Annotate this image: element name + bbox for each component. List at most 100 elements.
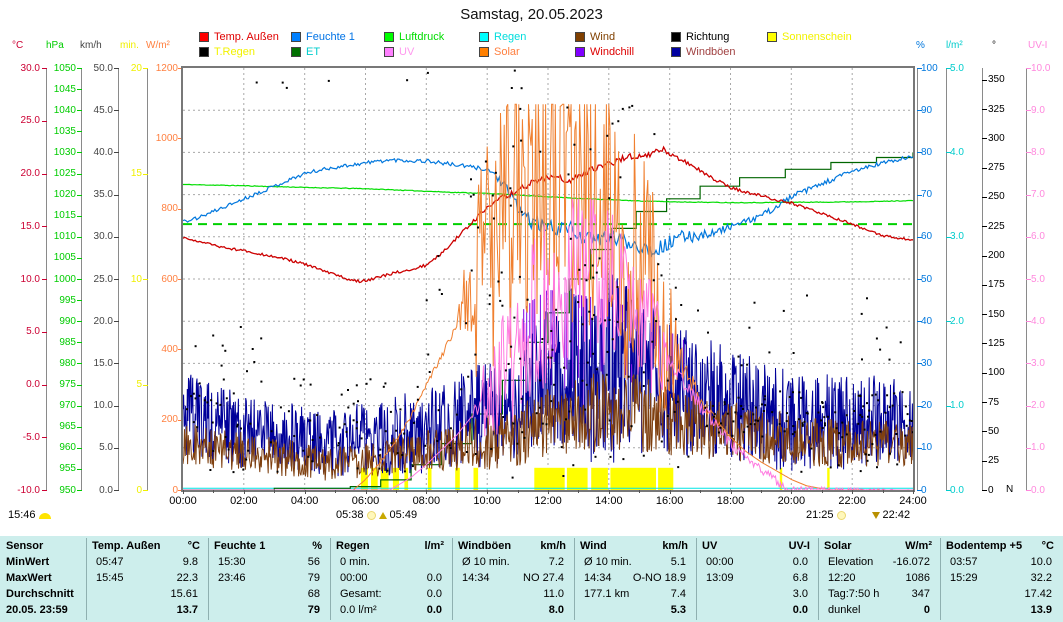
series-richtung <box>753 423 756 426</box>
series-richtung <box>801 424 804 427</box>
series-sonnenschein <box>473 467 479 490</box>
table-cell-value: 0.0 <box>426 604 442 616</box>
axis-ticklabel: 10 <box>921 442 933 454</box>
axis-ticklabel: 150 <box>988 308 1005 320</box>
table-cell-value: 11.0 <box>543 588 564 600</box>
axis-ticklabel: 5 <box>136 379 142 390</box>
table-col-name: Bodentemp +5 <box>946 540 1023 552</box>
table-col-name: Wind <box>580 540 607 552</box>
axis-ticklabel: 1040 <box>53 104 76 116</box>
series-richtung <box>399 408 402 411</box>
axis-ticklabel: 300 <box>988 132 1005 144</box>
table-col-unit: °C <box>1041 540 1054 552</box>
series-richtung <box>876 466 878 469</box>
series-richtung <box>467 375 470 378</box>
series-richtung <box>520 210 523 213</box>
axis-tick <box>77 384 82 386</box>
table-cell-label: 15:29 <box>950 572 978 584</box>
series-richtung <box>911 431 913 434</box>
axis-tick <box>917 279 922 280</box>
axis-ticklabel: 1050 <box>53 62 76 74</box>
axis-ticklabel: 4.0 <box>950 146 964 158</box>
series-richtung <box>762 410 765 412</box>
series-richtung <box>519 357 522 360</box>
axis-tick <box>114 405 119 407</box>
axis-tick <box>114 321 119 323</box>
series-richtung <box>800 470 803 473</box>
axis-ticklabel: 40.0 <box>93 146 113 158</box>
axis-tick <box>42 437 47 439</box>
axis-tick <box>1026 68 1031 69</box>
series-richtung <box>440 293 443 295</box>
series-richtung <box>545 423 548 426</box>
axis-tick <box>917 447 922 449</box>
x-tick-label: 08:00 <box>412 495 441 507</box>
legend-swatch-Wind <box>575 32 585 42</box>
axis-ticklabel: 80 <box>921 146 933 158</box>
table-cell-value: 6.8 <box>792 572 808 584</box>
axis-tick <box>982 314 987 316</box>
series-richtung <box>438 288 441 291</box>
axis-ticklabel: 45.0 <box>93 104 113 116</box>
series-richtung <box>616 286 619 288</box>
series-richtung <box>379 448 382 451</box>
axis-ticklabel: 1020 <box>53 189 76 201</box>
axis-ticklabel: 980 <box>59 357 76 369</box>
axis-ticklabel: 955 <box>59 463 76 475</box>
series-richtung <box>509 204 512 207</box>
series-richtung <box>436 440 439 442</box>
series-richtung <box>723 403 726 406</box>
series-richtung <box>657 263 660 266</box>
series-richtung <box>616 320 619 323</box>
series-richtung <box>742 431 745 434</box>
series-richtung <box>406 79 409 82</box>
series-richtung <box>879 430 882 433</box>
axis-tick <box>143 173 148 175</box>
series-richtung <box>192 392 195 395</box>
series-richtung <box>416 385 419 388</box>
axis-tick <box>114 110 119 112</box>
axis-tick <box>42 279 47 280</box>
series-richtung <box>403 470 406 473</box>
axis-tick <box>917 152 922 154</box>
table-divider <box>452 538 453 620</box>
x-minor-tick <box>517 490 519 493</box>
axis-ticklabel: 10 <box>130 273 142 285</box>
series-richtung <box>384 430 387 433</box>
series-richtung <box>608 197 611 200</box>
axis-tick <box>77 236 82 238</box>
series-richtung <box>737 355 740 358</box>
table-cell-value: 32.2 <box>1030 572 1052 584</box>
axis-ticklabel: 5.0 <box>99 442 113 454</box>
axis-tick <box>1026 363 1031 365</box>
series-richtung <box>302 449 305 452</box>
series-richtung <box>674 286 677 289</box>
series-richtung <box>732 420 735 423</box>
table-cell-label: 0.0 l/m² <box>340 604 377 616</box>
series-richtung <box>345 430 348 433</box>
series-richtung <box>764 395 766 398</box>
series-richtung <box>588 310 591 313</box>
legend-label-Luftdruck: Luftdruck <box>399 31 445 43</box>
series-richtung <box>792 352 795 354</box>
axis-ticklabel: 400 <box>161 343 178 355</box>
legend-label-T.Regen: T.Regen <box>214 46 255 58</box>
series-richtung <box>460 388 463 391</box>
series-richtung <box>255 81 258 84</box>
series-richtung <box>609 455 612 458</box>
series-richtung <box>499 299 502 302</box>
series-richtung <box>555 308 558 311</box>
series-sonnenschein <box>360 467 368 490</box>
axis-tick <box>946 68 951 69</box>
series-richtung <box>249 422 252 425</box>
series-richtung <box>606 134 609 137</box>
series-richtung <box>488 294 491 297</box>
axis-tick <box>178 279 183 280</box>
series-richtung <box>904 405 907 408</box>
axis-ticklabel: 100 <box>921 62 938 74</box>
axis-ticklabel: 950 <box>59 484 76 496</box>
axis-tick <box>77 490 82 491</box>
series-richtung <box>740 405 743 407</box>
axis-tick <box>77 257 82 259</box>
series-richtung <box>511 476 514 479</box>
